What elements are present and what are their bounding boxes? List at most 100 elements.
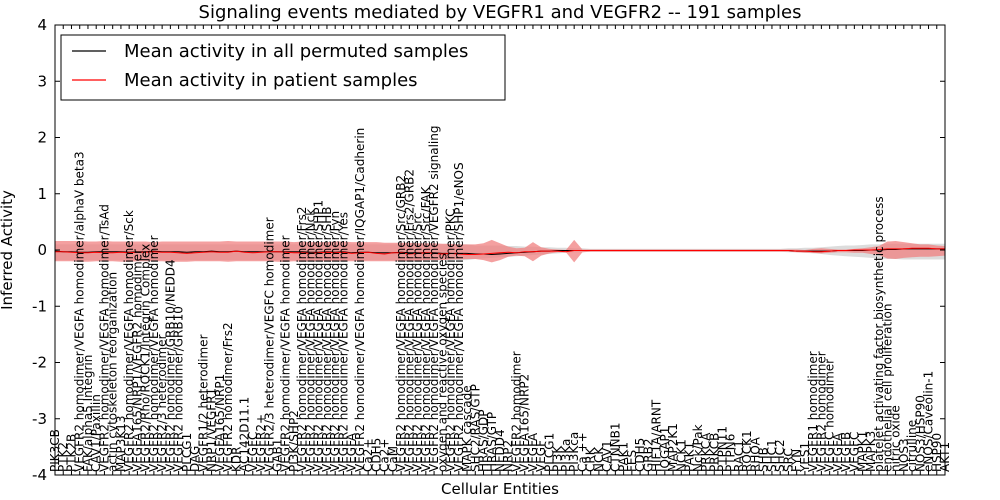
x-tick-label: VEGFR2+ xyxy=(254,414,268,472)
x-tick-label: VEGFR2 homodimer/Frs2 xyxy=(221,322,235,472)
x-tick-label: VEGF xyxy=(534,440,548,472)
x-tick-label: MAPK cascade xyxy=(460,385,474,472)
x-tick-label: PAK1 xyxy=(617,442,631,472)
y-tick-label: 0 xyxy=(37,241,47,259)
x-tick-label: GAB1 xyxy=(271,439,285,472)
x-tick-label: CRK xyxy=(584,446,598,472)
x-tick-label: VEGFR2 homodimer/VEGFA homodimer/VEGFR2 … xyxy=(427,126,441,472)
x-tick-label: VEGFR2 homodimer/VEGFA homodimer/Nck xyxy=(303,209,317,472)
x-tick-label: Ca2+ xyxy=(361,439,375,472)
x-tick-label: IQGAP1 xyxy=(658,427,672,472)
x-tick-label: NCK xyxy=(592,446,606,472)
x-tick-label: SHC2/RAS/GTP xyxy=(468,384,482,472)
x-tick-label: PTPN11 xyxy=(716,426,730,472)
x-tick-label: VEGFR2 homodimer/GRB10 xyxy=(172,306,186,472)
x-tick-label: GRB2 xyxy=(641,438,655,472)
x-tick-label: PI3Ka xyxy=(559,439,573,472)
chart-title: Signaling events mediated by VEGFR1 and … xyxy=(199,2,802,23)
x-tick-label: VEGFR2 homodimer xyxy=(814,351,828,472)
x-tick-label: PI3Kca xyxy=(567,432,581,472)
x-tick-label: VEGFR2/Rho/ROCK1/Integrin Complex xyxy=(139,244,153,472)
x-tick-label: SHC2 xyxy=(773,439,787,472)
x-tick-label: VEGFR2 homodimer/VEGFA homodimer/Sck xyxy=(122,210,136,472)
x-tick-label: Ca ++ xyxy=(575,432,589,472)
x-tick-label: VEGFA xyxy=(831,432,845,472)
x-tick-label: MAP3K13 xyxy=(114,415,128,472)
x-tick-label: NOS3/HSP90 xyxy=(913,395,927,472)
x-tick-label: SHC1 xyxy=(765,439,779,472)
x-tick-label: VEGFB xyxy=(839,432,853,472)
x-tick-label: VEGFR2 homodimer/VEGFA homodimer/SHP1/eN… xyxy=(452,162,466,472)
x-tick-label: HIF1A/ARNT xyxy=(650,399,664,472)
x-tick-label: CAV1 xyxy=(600,440,614,472)
x-tick-label: NOS3 xyxy=(897,438,911,472)
y-tick-label: 3 xyxy=(37,72,47,90)
x-tick-label: VEGFR2 homodimer xyxy=(509,351,523,472)
x-tick-label: MAP2K1 xyxy=(666,423,680,472)
x-tick-label: Ca2+ xyxy=(378,439,392,472)
x-tick-label: PI3K/SHP2 xyxy=(287,410,301,472)
x-tick-label: VEGFA xyxy=(526,432,540,472)
y-tick-label: 2 xyxy=(37,129,47,147)
x-tick-label: VEGFR2 homodimer/VEGFA homodimer/TsAd xyxy=(97,204,111,472)
x-tick-label: NRP1/VEGFR1 xyxy=(205,388,219,472)
x-tick-label: actin cytoskeleton reorganization xyxy=(106,272,120,472)
y-tick-label: 1 xyxy=(37,185,47,203)
x-tick-label: PAK1 xyxy=(683,442,697,472)
x-tick-label: CaM xyxy=(386,446,400,472)
x-tick-label: PTK2B xyxy=(64,434,78,472)
legend-label-patient: Mean activity in patient samples xyxy=(124,70,418,91)
x-tick-label: CDH5 xyxy=(369,438,383,472)
x-tick-label: VEGFC xyxy=(847,432,861,472)
x-tick-label: RHOA xyxy=(748,436,762,472)
x-tick-label: MAPK3 xyxy=(864,431,878,472)
x-tick-label: VEGFA165/NRP1 xyxy=(213,374,227,472)
x-tick-label: VEGFR2/3 heterodimer/VEGFC homodimer xyxy=(262,217,276,472)
confidence-bands xyxy=(55,239,945,263)
y-ticks: -4 -3 -2 -1 0 1 2 3 4 xyxy=(32,16,945,484)
x-tick-label: HSP90 xyxy=(930,433,944,472)
x-tick-label: NCK1 xyxy=(674,439,688,472)
x-tick-label: oxygen and reactive oxygen species xyxy=(435,253,449,472)
x-tick-label: VEGFR2 homodimer/VEGFA homodimer/SHP1 xyxy=(312,200,326,472)
x-tick-label: NRP2 xyxy=(501,440,515,472)
x-tick-label: CTNNB1 xyxy=(608,422,622,472)
x-tick-label: VEGFR2 homodimer/VEGFA homodimer/Src/GRB… xyxy=(394,175,408,472)
legend-box xyxy=(60,34,506,101)
x-tick-label: VEGFR2 homodimer/VEGFA homodimer/alphaV … xyxy=(73,151,87,472)
band-patient xyxy=(55,239,945,263)
x-tick-label: VEGFC homodimer xyxy=(823,359,837,472)
x-tick-label: VEGFR2 homodimer/VEGFA homodimer xyxy=(147,235,161,472)
x-tick-label: YES1 xyxy=(798,442,812,473)
x-tick-label: FYN xyxy=(790,449,804,472)
x-tick-label: PLCG1 xyxy=(180,433,194,472)
x-tick-label: NEDD4 xyxy=(493,429,507,472)
x-tick-label: SHB xyxy=(757,447,771,472)
x-tick-label: FES xyxy=(625,450,639,472)
x-tick-label: VEGFR2 homodimer/VEGFA homodimer/IQGAP1/… xyxy=(353,128,367,472)
x-tick-label: SRC xyxy=(781,448,795,472)
x-tick-label: VEGFR2 homodimer/VEGFA homodimer/Src xyxy=(411,212,425,472)
x-tick-label: VEGFR2 homodimer/GRB10/NEDD4 xyxy=(163,259,177,472)
y-tick-label: -1 xyxy=(32,297,47,315)
x-tick-label: PRKCA xyxy=(699,432,713,472)
y-axis-label: Inferred Activity xyxy=(0,190,16,310)
x-tick-label: VEGFR2 homodimer/VEGFA homodimer/Frs2 xyxy=(295,206,309,472)
legend: Mean activity in all permuted samples Me… xyxy=(60,34,506,101)
x-tick-label: CAV1/Paxillin xyxy=(89,394,103,472)
x-tick-label: VEGFR2 homodimer/VEGFA homodimer/Yes xyxy=(336,212,350,472)
x-tick-label: HRAS/GDP xyxy=(477,409,491,472)
x-tick-label: PLCG1 xyxy=(542,433,556,472)
x-tick-label: eNOS/Caveolin-1 xyxy=(922,371,936,472)
x-tick-label: HRAS/GTP xyxy=(485,412,499,472)
x-tick-label: VEGFA165/NRP1/VEGFR2 homodimer xyxy=(130,249,144,472)
plot-frame xyxy=(54,24,946,476)
x-tick-label: VEGFA xyxy=(345,432,359,472)
x-tick-label: VEGFR2 homodimer/VEGFA homodimer/PKC xyxy=(444,209,458,472)
x-tick-label: nitric oxide xyxy=(889,405,903,472)
x-tick-label: VEGFR2 homodimer/VEGFA homodimer/SHB xyxy=(320,206,334,472)
x-tick-label: VEGFR2 homodimer/VEGFA homodimer/Frs2/GR… xyxy=(402,169,416,472)
x-tick-label: VEGFR2 homodimer/VEGFA homodimer/Src/FAK xyxy=(419,185,433,472)
